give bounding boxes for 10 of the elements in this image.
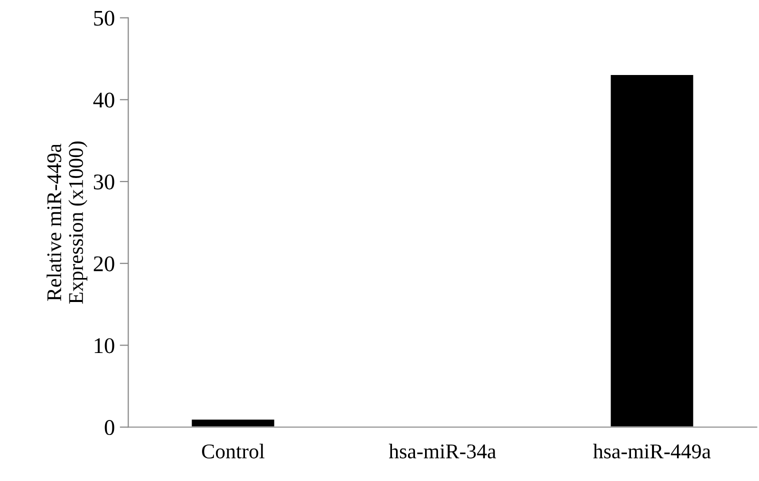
y-tick-label: 20 [94, 256, 114, 272]
x-tick-label: Control [202, 444, 264, 458]
y-tick-label: 30 [94, 174, 114, 190]
y-tick-label: 10 [94, 338, 114, 354]
y-tick-label: 40 [93, 92, 114, 108]
y-axis-title: Relative miR-449a Expression (x1000) [46, 142, 88, 304]
x-tick-label: hsa-miR-449a [593, 444, 711, 458]
y-tick-label: 50 [94, 10, 114, 26]
y-tick-label: 0 [104, 420, 114, 436]
x-tick-label: hsa-miR-34a [388, 444, 496, 458]
